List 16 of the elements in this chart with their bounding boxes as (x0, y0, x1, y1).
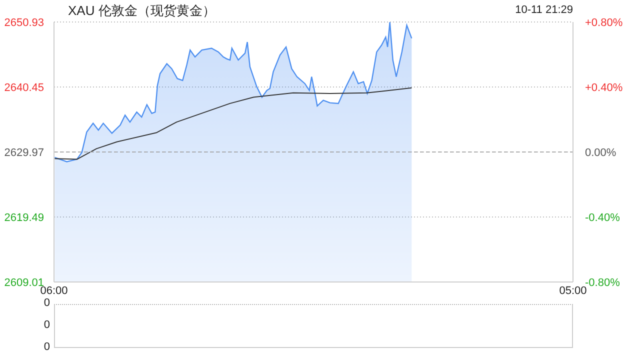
x-tick-label: 05:00 (559, 285, 587, 297)
y2-tick-label: 0.00% (585, 147, 616, 159)
y2-tick-label: +0.80% (585, 17, 623, 29)
text: 0 (44, 341, 50, 354)
chart-title: XAU 伦敦金（现货黄金） (68, 2, 216, 20)
y2-tick-label: -0.80% (585, 277, 620, 289)
text: 0 (44, 319, 50, 332)
y-tick-label: 2619.49 (4, 212, 44, 224)
y-tick-label: 2640.45 (4, 82, 44, 94)
y2-tick-label: -0.40% (585, 212, 620, 224)
x-tick-label: 06:00 (40, 285, 68, 297)
y2-tick-label: +0.40% (585, 82, 623, 94)
text: 0 (44, 297, 50, 310)
text: 10-11 21:29 (515, 4, 573, 16)
y-tick-label: 2629.97 (4, 147, 44, 159)
y-tick-label: 2650.93 (4, 17, 44, 29)
